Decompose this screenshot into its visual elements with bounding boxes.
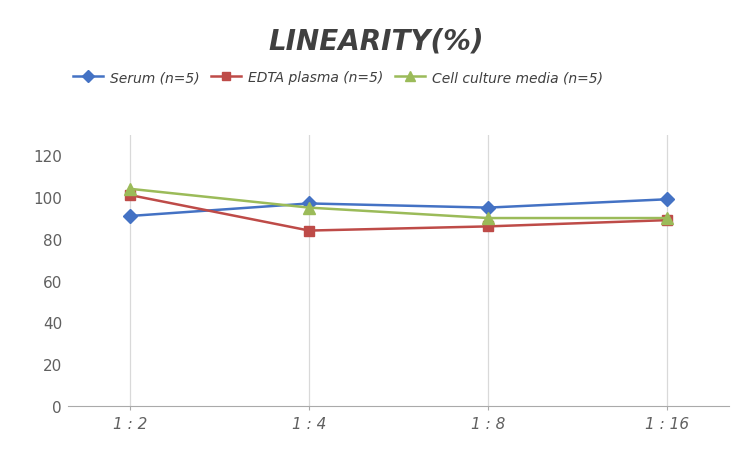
EDTA plasma (n=5) (663, 218, 672, 223)
EDTA plasma (n=5) (484, 224, 493, 230)
EDTA plasma (n=5) (126, 193, 135, 198)
Cell culture media (n=5) (126, 187, 135, 192)
Serum (n=5) (305, 201, 314, 207)
Cell culture media (n=5) (305, 206, 314, 211)
Cell culture media (n=5) (484, 216, 493, 221)
Line: Serum (n=5): Serum (n=5) (126, 195, 672, 221)
Line: Cell culture media (n=5): Cell culture media (n=5) (125, 184, 672, 224)
Legend: Serum (n=5), EDTA plasma (n=5), Cell culture media (n=5): Serum (n=5), EDTA plasma (n=5), Cell cul… (67, 65, 609, 91)
Cell culture media (n=5) (663, 216, 672, 221)
Serum (n=5) (126, 214, 135, 219)
EDTA plasma (n=5) (305, 228, 314, 234)
Text: LINEARITY(%): LINEARITY(%) (268, 27, 484, 55)
Serum (n=5) (663, 197, 672, 202)
Line: EDTA plasma (n=5): EDTA plasma (n=5) (126, 191, 672, 236)
Serum (n=5) (484, 206, 493, 211)
